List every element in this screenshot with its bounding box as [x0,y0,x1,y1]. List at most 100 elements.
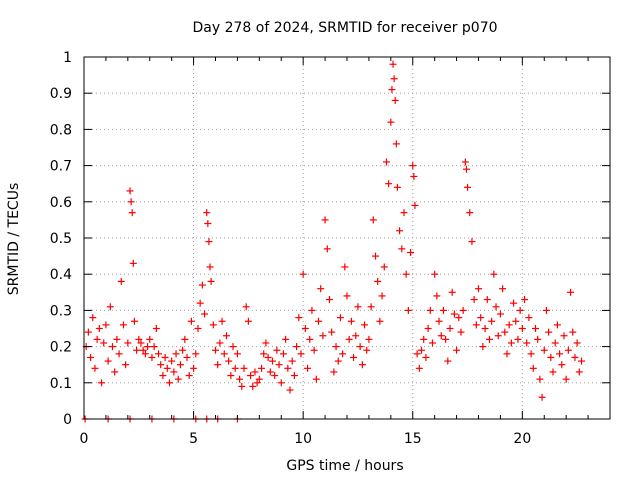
data-point [398,245,406,253]
data-points [81,60,586,423]
data-point [542,306,550,314]
data-point [361,321,369,329]
data-point [129,259,137,267]
data-point [306,335,314,343]
data-point [260,350,268,358]
data-point [336,314,344,322]
data-point [446,325,454,332]
data-point [231,364,239,372]
data-point [185,372,193,380]
data-point [523,339,531,347]
data-point [133,346,141,354]
data-point [242,303,250,311]
data-point [104,357,112,365]
x-tick-label: 15 [404,431,422,447]
data-point [244,317,252,325]
data-point [225,357,233,365]
data-point [165,379,173,387]
data-point [477,314,485,322]
data-point [91,364,99,372]
data-point [277,379,285,387]
data-point [89,314,97,322]
data-point [534,335,542,343]
data-point [410,172,418,180]
data-point [420,335,428,343]
y-tick-label: 0.4 [50,267,72,283]
data-point [139,346,147,354]
data-point [209,321,217,329]
data-point [155,350,163,358]
data-point [525,314,533,322]
data-point [334,357,342,365]
data-point [315,317,323,325]
data-point [407,248,415,256]
data-point [521,296,529,304]
data-point [578,357,586,365]
data-point [255,375,263,383]
data-point [258,364,266,372]
data-point [115,350,123,358]
data-point [229,343,237,351]
data-point [308,306,316,314]
data-point [328,328,336,336]
data-point [174,375,182,383]
data-point [264,353,272,361]
data-point [367,303,375,311]
data-point [382,158,390,166]
data-point [216,339,224,347]
data-point [201,310,209,318]
data-point [301,325,309,332]
data-point [433,292,441,300]
data-point [392,140,400,148]
data-point [282,335,290,343]
y-tick-label: 0.2 [50,340,72,356]
data-point [249,382,257,390]
data-point [426,306,434,314]
data-point [124,339,132,347]
y-tick-label: 1 [63,50,72,66]
data-point [569,328,577,336]
data-point [159,372,167,380]
data-point [409,162,417,170]
data-point [332,343,340,351]
data-point [181,335,189,343]
data-point [247,372,255,380]
chart-title: Day 278 of 2024, SRMTID for receiver p07… [192,20,497,36]
data-point [279,350,287,358]
data-point [98,379,106,387]
data-point [518,325,526,332]
data-point [106,303,114,311]
data-point [111,368,119,376]
data-point [207,277,215,285]
data-point [190,364,198,372]
data-point [144,343,152,351]
y-tick-label: 0.7 [50,159,72,175]
data-point [187,317,195,325]
data-point [321,216,329,224]
data-point [448,288,456,296]
data-point [501,328,509,336]
data-point [431,270,439,278]
grid [84,57,610,419]
y-tick-label: 0.9 [50,86,72,102]
data-point [176,361,184,369]
data-point [376,317,384,325]
data-point [527,350,535,358]
data-point [374,277,382,285]
x-tick-label: 5 [189,431,198,447]
data-point [369,216,377,224]
data-point [102,321,110,329]
data-point [117,277,125,285]
data-point [343,292,351,300]
y-tick-label: 0.5 [50,231,72,247]
data-point [130,317,138,325]
data-point [464,183,472,191]
data-point [538,393,546,401]
data-point [273,346,281,354]
data-point [87,353,95,361]
data-point [356,343,364,351]
data-point [319,332,327,340]
data-point [275,361,283,369]
data-point [496,310,504,318]
